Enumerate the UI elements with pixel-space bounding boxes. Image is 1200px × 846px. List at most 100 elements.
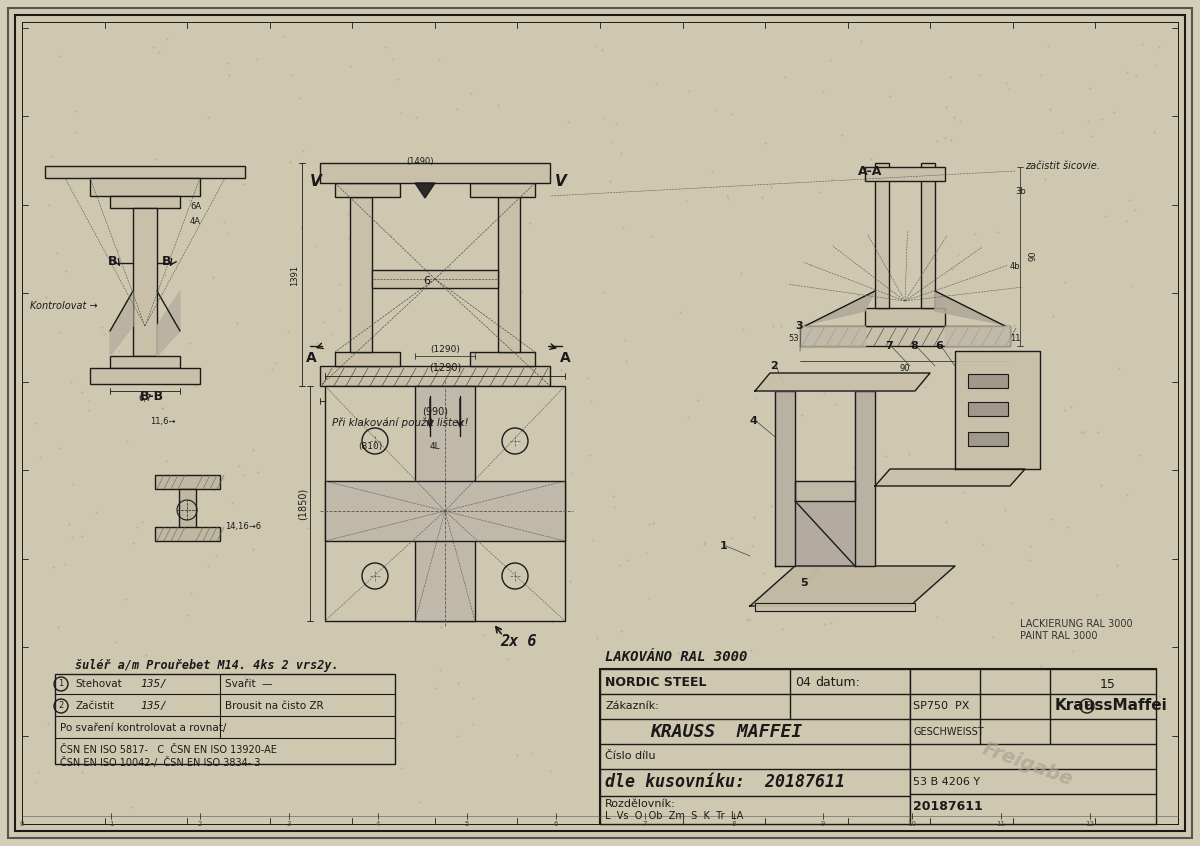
Point — [718, 189, 737, 202]
Point — [773, 757, 792, 771]
Point — [101, 700, 120, 714]
Point — [100, 168, 119, 182]
Point — [848, 760, 868, 773]
Bar — [968, 402, 1008, 416]
Point — [40, 198, 59, 212]
Point — [1008, 801, 1027, 815]
Point — [384, 692, 403, 706]
Point — [646, 778, 665, 792]
Point — [497, 175, 516, 189]
Point — [940, 70, 959, 84]
Text: 1: 1 — [109, 821, 113, 827]
Point — [438, 424, 457, 437]
Point — [1037, 781, 1056, 794]
Point — [127, 288, 146, 301]
Point — [223, 497, 242, 510]
Point — [899, 448, 918, 461]
Text: 3: 3 — [796, 321, 803, 331]
Bar — [350, 197, 372, 352]
Point — [510, 368, 529, 382]
Point — [942, 134, 961, 147]
Polygon shape — [110, 291, 133, 356]
Point — [594, 718, 613, 732]
Point — [407, 110, 426, 124]
Point — [522, 746, 541, 760]
Point — [694, 663, 713, 677]
Point — [44, 560, 64, 574]
Point — [876, 266, 895, 279]
Point — [215, 215, 234, 228]
Text: Stehovat: Stehovat — [74, 679, 121, 689]
Point — [1004, 318, 1024, 332]
Text: 4L: 4L — [430, 442, 440, 451]
Text: 4b: 4b — [1010, 261, 1021, 271]
Polygon shape — [157, 291, 180, 356]
Point — [136, 723, 155, 737]
Point — [431, 620, 450, 634]
Bar — [372, 270, 498, 288]
Point — [901, 799, 920, 813]
Text: B: B — [162, 255, 172, 267]
Point — [635, 692, 654, 706]
Text: Brousit na čisto ZR: Brousit na čisto ZR — [226, 701, 324, 711]
Point — [72, 766, 91, 779]
Point — [367, 580, 386, 594]
Point — [461, 86, 480, 100]
Point — [186, 379, 205, 393]
Point — [26, 776, 46, 789]
Point — [941, 346, 960, 360]
Point — [770, 665, 790, 678]
Point — [743, 703, 762, 717]
Point — [342, 309, 361, 322]
Polygon shape — [796, 481, 854, 501]
Point — [276, 745, 295, 759]
Point — [72, 385, 91, 398]
Bar — [46, 166, 245, 178]
Text: 20187611: 20187611 — [913, 799, 983, 812]
Point — [559, 115, 578, 129]
Point — [904, 374, 923, 387]
Point — [626, 769, 646, 783]
Point — [157, 453, 176, 467]
Text: šuléř a/m Prouřebet M14. 4ks 2 vrs2y.: šuléř a/m Prouřebet M14. 4ks 2 vrs2y. — [74, 660, 338, 673]
Point — [131, 364, 150, 377]
Point — [468, 226, 487, 239]
Point — [329, 277, 348, 291]
Point — [460, 390, 479, 404]
Point — [49, 49, 68, 63]
Point — [677, 194, 696, 207]
Text: 2: 2 — [770, 361, 778, 371]
Point — [1063, 645, 1082, 658]
Point — [439, 260, 458, 273]
Point — [900, 751, 919, 765]
Point — [463, 691, 482, 705]
Text: 0: 0 — [19, 821, 24, 827]
Point — [244, 443, 263, 457]
Point — [612, 146, 631, 160]
Point — [958, 414, 977, 427]
Point — [60, 517, 79, 530]
Point — [296, 690, 316, 704]
Point — [953, 486, 972, 499]
Point — [1042, 512, 1061, 525]
Bar — [865, 308, 946, 326]
Polygon shape — [755, 373, 930, 391]
Point — [341, 58, 360, 72]
Text: A-A: A-A — [858, 164, 882, 178]
Polygon shape — [854, 391, 875, 566]
Bar — [320, 163, 550, 183]
Text: (1290): (1290) — [430, 344, 460, 354]
Point — [1038, 39, 1057, 52]
Point — [1092, 478, 1111, 492]
Bar — [155, 475, 220, 489]
Text: 04: 04 — [796, 675, 811, 689]
Polygon shape — [800, 291, 875, 326]
Point — [616, 333, 635, 347]
Point — [62, 530, 82, 543]
Point — [367, 752, 386, 766]
Text: ČSN EN ISO 5817-   C  ČSN EN ISO 13920-AE: ČSN EN ISO 5817- C ČSN EN ISO 13920-AE — [60, 745, 277, 755]
Polygon shape — [800, 326, 865, 346]
Point — [434, 458, 454, 471]
Point — [160, 743, 179, 756]
Point — [73, 530, 92, 543]
